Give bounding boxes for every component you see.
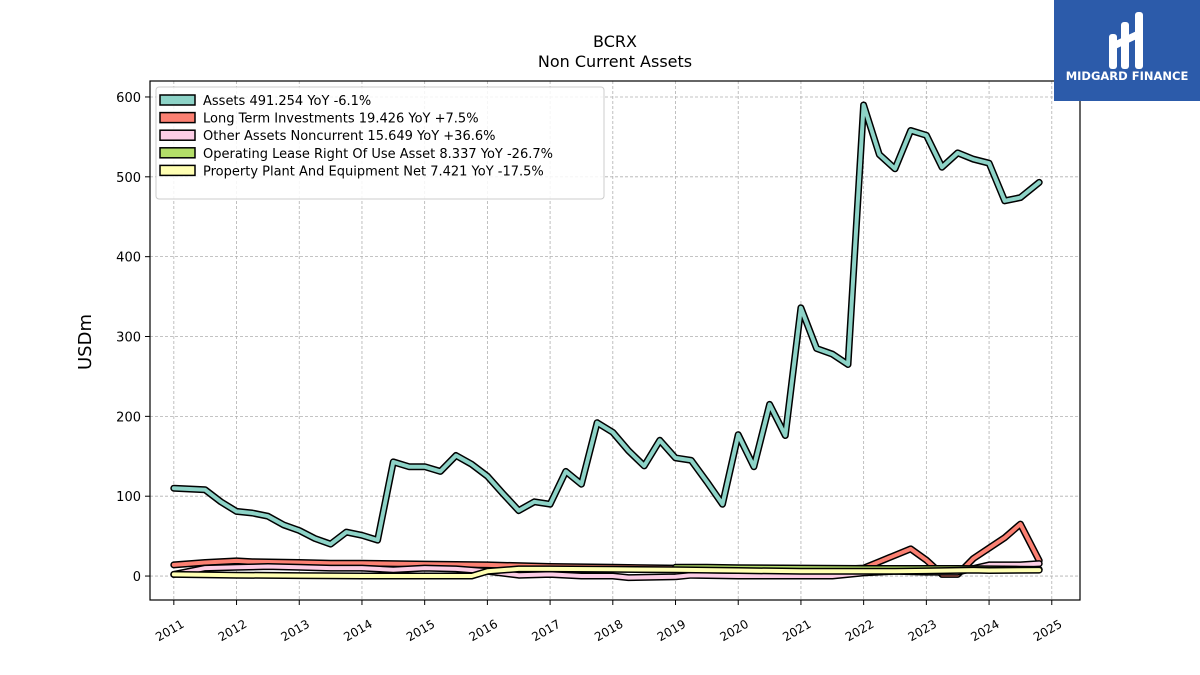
x-tick-label: 2017 <box>529 617 562 644</box>
y-tick-label: 500 <box>116 171 141 186</box>
logo-text: MIDGARD FINANCE <box>1066 69 1189 83</box>
legend-box <box>155 86 605 200</box>
legend: Assets 491.254 YoY -6.1% Long Term Invest… <box>155 86 605 200</box>
legend-label: Operating Lease Right Of Use Asset 8.337… <box>203 147 553 162</box>
x-tick-label: 2021 <box>780 617 813 644</box>
logo-mark-icon <box>1109 12 1143 69</box>
x-tick-label: 2013 <box>279 617 312 644</box>
chart-subtitle: Non Current Assets <box>538 52 692 71</box>
series-layer <box>170 101 1043 582</box>
y-tick-label: 400 <box>116 251 141 266</box>
series-line <box>171 103 1042 547</box>
legend-label: Property Plant And Equipment Net 7.421 Y… <box>203 164 544 179</box>
x-tick-label: 2023 <box>906 617 939 644</box>
y-tick-label: 600 <box>116 91 141 106</box>
series-line <box>171 566 1042 578</box>
x-tick-label: 2016 <box>467 617 500 644</box>
y-tick-label: 0 <box>133 570 141 585</box>
x-tick-label: 2025 <box>1031 617 1064 644</box>
legend-swatch <box>159 94 196 106</box>
y-axis: 0 100 200 300 400 500 600 <box>116 91 150 585</box>
legend-swatch <box>159 147 196 159</box>
plot-frame <box>149 80 1081 601</box>
x-tick-label: 2022 <box>843 617 876 644</box>
legend-label: Assets 491.254 YoY -6.1% <box>203 94 371 109</box>
series-0 <box>170 101 1043 548</box>
legend-swatch <box>159 129 196 141</box>
x-tick-label: 2011 <box>153 617 186 644</box>
legend-swatch <box>159 111 196 124</box>
chart-title: BCRX <box>593 32 637 51</box>
series-4 <box>170 565 1043 580</box>
y-axis-label: USDm <box>75 314 96 370</box>
x-tick-label: 2020 <box>717 617 750 644</box>
legend-swatch <box>159 164 196 177</box>
y-tick-label: 300 <box>116 331 141 346</box>
x-tick-label: 2015 <box>404 617 437 644</box>
y-tick-label: 200 <box>116 410 141 425</box>
x-tick-label: 2019 <box>655 617 688 644</box>
legend-label: Long Term Investments 19.426 YoY +7.5% <box>203 112 479 127</box>
midgard-finance-logo: MIDGARD FINANCE <box>1054 0 1200 101</box>
x-tick-label: 2014 <box>341 617 374 644</box>
x-tick-label: 2018 <box>592 617 625 644</box>
x-tick-label: 2012 <box>216 617 249 644</box>
y-tick-label: 100 <box>116 490 141 505</box>
x-axis: 2011 2012 2013 2014 2015 2016 2017 2018 2019 2020… <box>153 600 1065 644</box>
legend-label: Other Assets Noncurrent 15.649 YoY +36.6… <box>203 129 495 144</box>
x-tick-label: 2024 <box>968 617 1001 644</box>
